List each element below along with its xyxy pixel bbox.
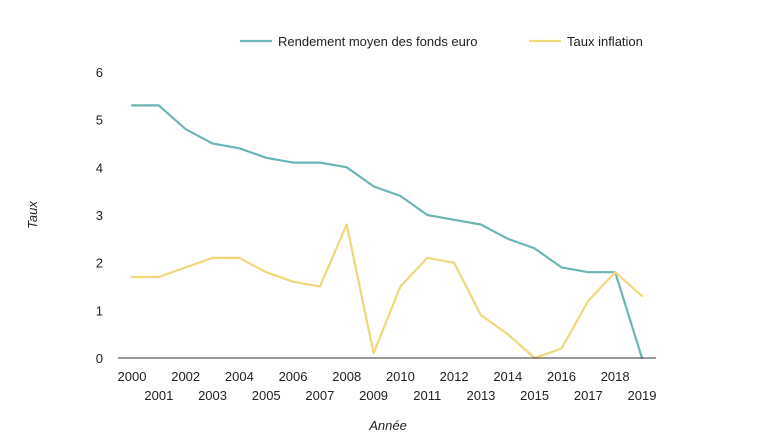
x-tick-label: 2015 <box>520 388 549 403</box>
legend-label-inflation: Taux inflation <box>567 34 643 49</box>
series-line-inflation <box>130 223 644 360</box>
x-tick-label: 2016 <box>547 369 576 384</box>
x-tick-label: 2003 <box>198 388 227 403</box>
x-tick-label: 2005 <box>252 388 281 403</box>
y-tick-label: 5 <box>96 113 103 128</box>
y-tick-label: 4 <box>96 160 103 175</box>
series-layer <box>130 104 644 360</box>
x-tick-label: 2012 <box>440 369 469 384</box>
x-tick-label: 2014 <box>493 369 522 384</box>
x-tick-label: 2001 <box>144 388 173 403</box>
y-tick-label: 0 <box>96 351 103 366</box>
y-tick-label: 2 <box>96 256 103 271</box>
x-tick-label: 2002 <box>171 369 200 384</box>
x-tick-label: 2007 <box>305 388 334 403</box>
x-axis-ticks: 2000 2001 2002 2003 2004 2005 2006 2007 2008 2009… <box>118 369 657 403</box>
x-tick-label: 2010 <box>386 369 415 384</box>
y-axis-title: Taux <box>25 201 40 229</box>
x-tick-label: 2011 <box>413 388 441 403</box>
series-line-rendement <box>130 104 644 360</box>
x-axis-title: Année <box>368 418 407 433</box>
x-tick-label: 2009 <box>359 388 388 403</box>
x-tick-label: 2019 <box>628 388 657 403</box>
y-tick-label: 6 <box>96 65 103 80</box>
x-tick-label: 2004 <box>225 369 254 384</box>
x-tick-label: 2000 <box>118 369 147 384</box>
x-tick-label: 2018 <box>601 369 630 384</box>
y-tick-label: 1 <box>96 303 103 318</box>
x-tick-label: 2013 <box>466 388 495 403</box>
x-tick-label: 2006 <box>279 369 308 384</box>
x-tick-label: 2008 <box>332 369 361 384</box>
y-axis-ticks: 0 1 2 3 4 5 6 <box>96 65 103 366</box>
x-tick-label: 2017 <box>574 388 603 403</box>
legend: Rendement moyen des fonds euro Taux infl… <box>240 34 643 49</box>
legend-label-rendement: Rendement moyen des fonds euro <box>278 34 477 49</box>
y-tick-label: 3 <box>96 208 103 223</box>
